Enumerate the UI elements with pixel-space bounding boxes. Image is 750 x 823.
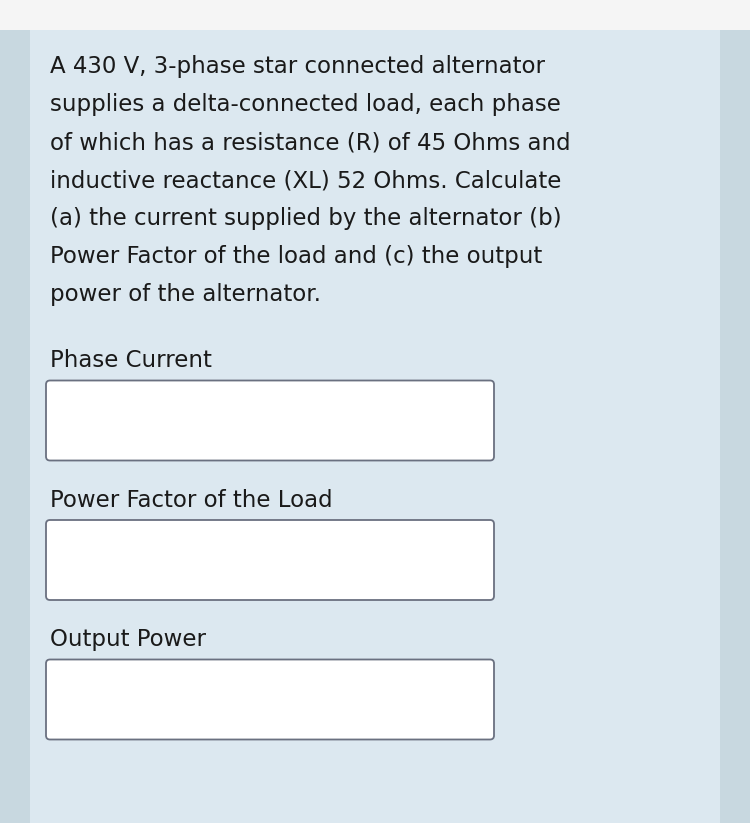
Text: Output Power: Output Power — [50, 628, 206, 651]
FancyBboxPatch shape — [46, 659, 494, 740]
Bar — [0, 0, 30, 823]
Text: Power Factor of the load and (c) the output: Power Factor of the load and (c) the out… — [50, 245, 542, 268]
Bar — [720, 0, 750, 823]
Text: (a) the current supplied by the alternator (b): (a) the current supplied by the alternat… — [50, 207, 562, 230]
FancyBboxPatch shape — [46, 380, 494, 461]
FancyBboxPatch shape — [46, 520, 494, 600]
Text: supplies a delta-connected load, each phase: supplies a delta-connected load, each ph… — [50, 93, 561, 116]
Text: A 430 V, 3-phase star connected alternator: A 430 V, 3-phase star connected alternat… — [50, 55, 545, 78]
Text: of which has a resistance (R) of 45 Ohms and: of which has a resistance (R) of 45 Ohms… — [50, 131, 571, 154]
Text: inductive reactance (XL) 52 Ohms. Calculate: inductive reactance (XL) 52 Ohms. Calcul… — [50, 169, 561, 192]
Text: Phase Current: Phase Current — [50, 349, 211, 372]
Text: power of the alternator.: power of the alternator. — [50, 283, 321, 306]
Bar — [0, 0, 750, 30]
Text: Power Factor of the Load: Power Factor of the Load — [50, 489, 333, 512]
